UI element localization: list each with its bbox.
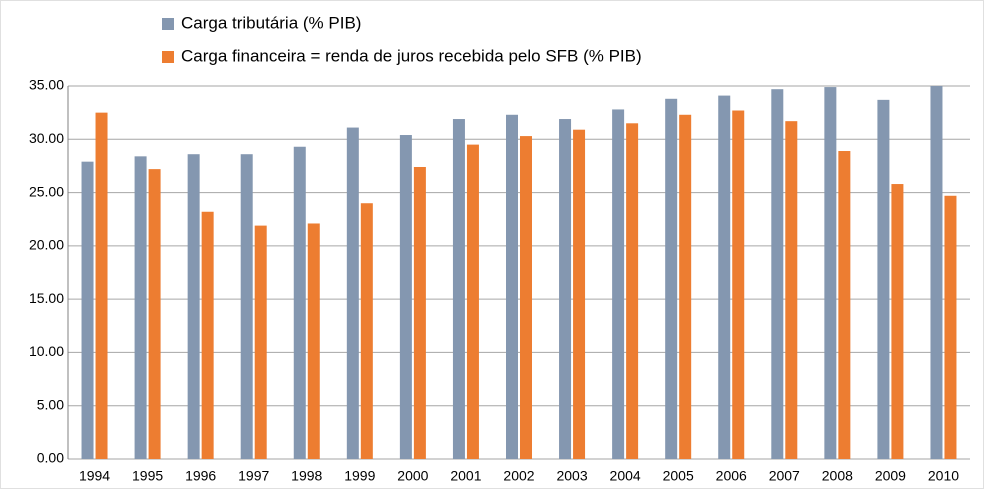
x-tick-label: 2006 [716, 468, 747, 484]
bar [307, 223, 320, 459]
bar [930, 86, 943, 459]
legend-label: Carga tributária (% PIB) [181, 13, 361, 32]
bar [612, 109, 625, 460]
bar [95, 112, 108, 460]
bar [413, 166, 426, 459]
y-tick-label: 20.00 [29, 237, 64, 253]
bar [877, 99, 890, 460]
x-tick-label: 2000 [397, 468, 428, 484]
x-tick-label: 1995 [132, 468, 163, 484]
x-tick-label: 1998 [291, 468, 322, 484]
bar [148, 169, 161, 459]
bar [360, 203, 373, 459]
x-tick-label: 2009 [875, 468, 906, 484]
bar [134, 156, 147, 459]
x-tick-label: 2005 [663, 468, 694, 484]
bar [573, 129, 586, 460]
bar [785, 121, 798, 459]
bar [452, 119, 465, 459]
x-tick-label: 1996 [185, 468, 216, 484]
y-tick-label: 5.00 [37, 396, 64, 412]
legend-swatch [162, 51, 174, 63]
x-tick-label: 2003 [556, 468, 587, 484]
bar [559, 119, 572, 459]
bar [293, 146, 306, 459]
x-tick-label: 2010 [928, 468, 959, 484]
y-tick-label: 10.00 [29, 343, 64, 359]
bar [718, 95, 731, 459]
bar [665, 98, 678, 459]
bar [187, 154, 200, 459]
x-tick-label: 2001 [450, 468, 481, 484]
y-tick-label: 35.00 [29, 77, 64, 93]
x-tick-label: 2007 [769, 468, 800, 484]
legend-label: Carga financeira = renda de juros recebi… [181, 46, 642, 65]
bar [771, 89, 784, 459]
bar [838, 151, 851, 459]
bar [944, 195, 957, 460]
x-tick-label: 1994 [79, 468, 110, 484]
x-tick-label: 2008 [822, 468, 853, 484]
bar [81, 161, 94, 459]
bar [240, 154, 253, 459]
y-tick-label: 15.00 [29, 290, 64, 306]
bar [626, 123, 639, 460]
y-tick-label: 30.00 [29, 130, 64, 146]
bar [201, 211, 214, 459]
bar [679, 114, 692, 459]
bar [254, 225, 267, 459]
bar [466, 144, 479, 459]
x-tick-label: 1997 [238, 468, 269, 484]
legend-swatch [162, 18, 174, 30]
bar [732, 110, 745, 460]
x-tick-label: 2004 [610, 468, 641, 484]
x-tick-label: 2002 [503, 468, 534, 484]
y-tick-label: 25.00 [29, 183, 64, 199]
bar [824, 87, 837, 460]
y-tick-label: 0.00 [37, 450, 64, 466]
bar [891, 184, 904, 459]
bar [506, 114, 518, 459]
bar [346, 127, 359, 459]
x-tick-label: 1999 [344, 468, 375, 484]
bar [399, 135, 412, 459]
bar [520, 136, 532, 460]
